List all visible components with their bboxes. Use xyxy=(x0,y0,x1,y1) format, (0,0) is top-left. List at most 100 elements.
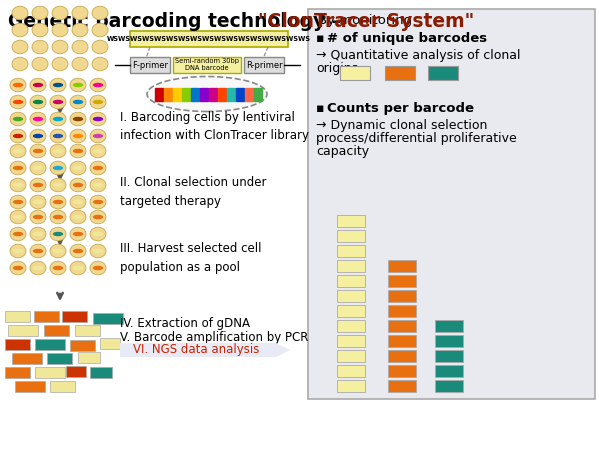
Ellipse shape xyxy=(73,266,83,270)
Ellipse shape xyxy=(93,249,103,253)
Ellipse shape xyxy=(33,83,43,87)
FancyBboxPatch shape xyxy=(337,380,365,392)
Text: VI. NGS data analysis: VI. NGS data analysis xyxy=(133,344,259,356)
FancyBboxPatch shape xyxy=(388,305,416,317)
Text: Counts per barcode: Counts per barcode xyxy=(327,102,474,115)
FancyBboxPatch shape xyxy=(173,57,241,73)
FancyBboxPatch shape xyxy=(337,275,365,287)
Ellipse shape xyxy=(72,57,88,71)
FancyBboxPatch shape xyxy=(337,305,365,317)
Ellipse shape xyxy=(30,129,46,143)
Ellipse shape xyxy=(93,117,103,121)
FancyBboxPatch shape xyxy=(435,365,463,377)
FancyBboxPatch shape xyxy=(337,290,365,302)
Ellipse shape xyxy=(30,210,46,224)
Bar xyxy=(218,88,226,100)
Ellipse shape xyxy=(70,112,86,126)
Bar xyxy=(155,88,163,100)
FancyBboxPatch shape xyxy=(385,66,415,80)
Ellipse shape xyxy=(13,117,23,121)
Ellipse shape xyxy=(50,178,66,192)
Ellipse shape xyxy=(50,112,66,126)
Ellipse shape xyxy=(90,210,106,224)
Ellipse shape xyxy=(30,178,46,192)
Ellipse shape xyxy=(70,210,86,224)
Ellipse shape xyxy=(53,266,63,270)
Ellipse shape xyxy=(90,178,106,192)
FancyBboxPatch shape xyxy=(337,230,365,242)
FancyBboxPatch shape xyxy=(337,245,365,257)
Ellipse shape xyxy=(13,232,23,236)
Ellipse shape xyxy=(70,261,86,275)
FancyBboxPatch shape xyxy=(388,275,416,287)
Ellipse shape xyxy=(13,100,23,104)
Ellipse shape xyxy=(73,166,83,170)
Text: F-primer: F-primer xyxy=(132,60,168,69)
Text: # of unique barcodes: # of unique barcodes xyxy=(327,32,487,45)
Ellipse shape xyxy=(73,149,83,153)
Ellipse shape xyxy=(53,83,63,87)
FancyBboxPatch shape xyxy=(130,57,170,73)
Ellipse shape xyxy=(10,144,26,158)
Ellipse shape xyxy=(90,261,106,275)
Ellipse shape xyxy=(30,161,46,175)
Ellipse shape xyxy=(93,100,103,104)
Bar xyxy=(164,88,172,100)
FancyBboxPatch shape xyxy=(35,367,65,378)
FancyBboxPatch shape xyxy=(90,367,112,378)
FancyBboxPatch shape xyxy=(388,350,416,362)
FancyBboxPatch shape xyxy=(388,260,416,272)
FancyBboxPatch shape xyxy=(62,311,87,322)
Ellipse shape xyxy=(13,200,23,204)
Ellipse shape xyxy=(33,200,43,204)
Ellipse shape xyxy=(53,149,63,153)
Ellipse shape xyxy=(12,23,28,37)
Ellipse shape xyxy=(53,249,63,253)
Ellipse shape xyxy=(73,134,83,138)
Ellipse shape xyxy=(50,144,66,158)
FancyBboxPatch shape xyxy=(435,335,463,347)
Ellipse shape xyxy=(92,57,108,71)
Ellipse shape xyxy=(70,195,86,209)
Ellipse shape xyxy=(53,200,63,204)
Ellipse shape xyxy=(33,266,43,270)
Ellipse shape xyxy=(30,95,46,109)
Text: Semi-random 30bp
DNA barcode: Semi-random 30bp DNA barcode xyxy=(175,59,239,71)
Ellipse shape xyxy=(70,161,86,175)
Ellipse shape xyxy=(13,183,23,187)
Ellipse shape xyxy=(70,144,86,158)
Ellipse shape xyxy=(53,117,63,121)
FancyBboxPatch shape xyxy=(5,367,30,378)
Ellipse shape xyxy=(10,195,26,209)
Ellipse shape xyxy=(52,6,68,20)
FancyBboxPatch shape xyxy=(34,311,59,322)
Ellipse shape xyxy=(33,249,43,253)
FancyBboxPatch shape xyxy=(35,339,65,350)
FancyBboxPatch shape xyxy=(47,353,72,364)
Ellipse shape xyxy=(90,244,106,258)
Text: → Quantitative analysis of clonal: → Quantitative analysis of clonal xyxy=(316,49,521,62)
Text: → Dynamic clonal selection: → Dynamic clonal selection xyxy=(316,119,488,132)
Ellipse shape xyxy=(70,95,86,109)
FancyBboxPatch shape xyxy=(70,340,95,351)
Text: ▪: ▪ xyxy=(316,32,325,45)
FancyBboxPatch shape xyxy=(93,313,123,324)
Ellipse shape xyxy=(10,78,26,92)
Bar xyxy=(173,88,181,100)
Bar xyxy=(245,88,253,100)
Ellipse shape xyxy=(93,149,103,153)
Ellipse shape xyxy=(53,183,63,187)
Bar xyxy=(236,88,244,100)
Ellipse shape xyxy=(33,100,43,104)
Ellipse shape xyxy=(93,183,103,187)
Text: III. Harvest selected cell
population as a pool: III. Harvest selected cell population as… xyxy=(120,242,262,273)
FancyBboxPatch shape xyxy=(66,366,86,377)
Ellipse shape xyxy=(33,232,43,236)
FancyBboxPatch shape xyxy=(78,352,100,363)
FancyBboxPatch shape xyxy=(50,381,75,392)
Text: II. Clonal selection under
targeted therapy: II. Clonal selection under targeted ther… xyxy=(120,177,267,207)
Ellipse shape xyxy=(147,77,267,112)
Bar xyxy=(254,88,262,100)
Ellipse shape xyxy=(52,40,68,54)
Ellipse shape xyxy=(50,161,66,175)
